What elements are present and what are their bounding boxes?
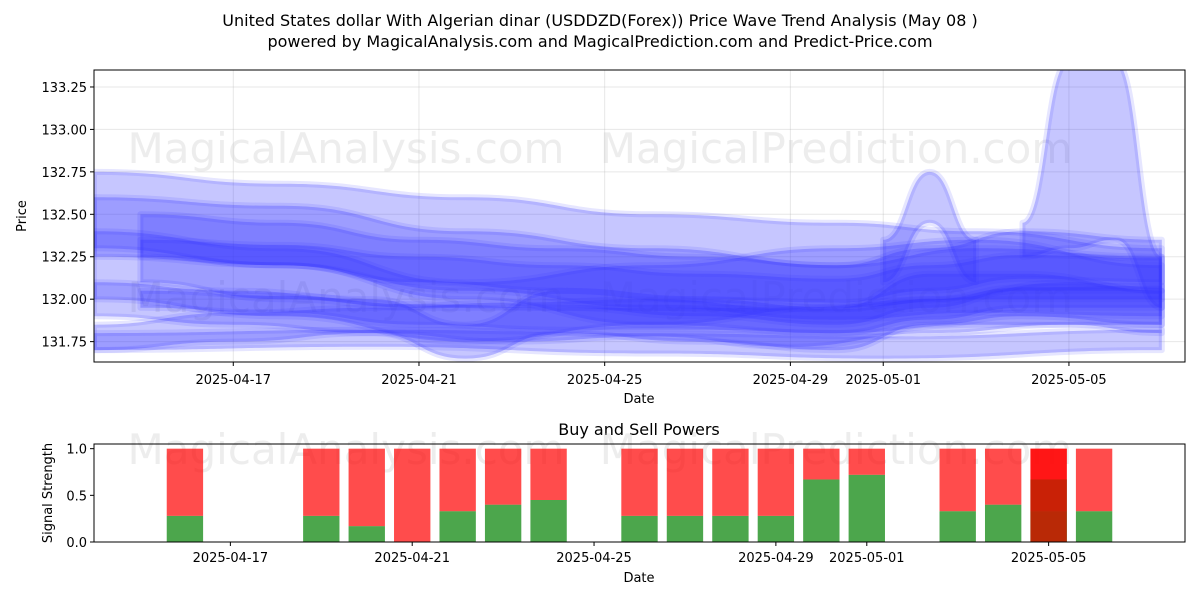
figure-title-line-1: United States dollar With Algerian dinar… xyxy=(222,11,977,30)
sell-bar xyxy=(939,448,976,512)
price-y-tick-label: 133.00 xyxy=(42,123,88,138)
buy-bar xyxy=(757,515,795,542)
buy-sell-y-axis-label: Signal Strength xyxy=(41,443,56,543)
price-x-ticks: 2025-04-17 2025-04-21 2025-04-25 2025-04-29… xyxy=(195,362,1107,388)
buy-bar xyxy=(303,515,340,542)
wave-band-7 xyxy=(137,236,1165,306)
watermark-prediction-mid: MagicalPrediction.com xyxy=(600,273,1073,322)
price-x-tick-label: 2025-04-17 xyxy=(195,373,271,388)
buy-bar xyxy=(1075,511,1113,542)
buy-bar xyxy=(803,479,840,542)
sell-bar xyxy=(803,448,840,480)
buy-bar xyxy=(166,515,204,542)
buy-sell-plot-frame xyxy=(93,443,1186,543)
buy-sell-x-tick-label: 2025-04-21 xyxy=(374,551,450,566)
watermark-analysis-mid: MagicalAnalysis.com xyxy=(128,273,565,322)
buy-sell-x-tick-label: 2025-05-05 xyxy=(1011,551,1087,566)
sell-bar xyxy=(757,448,795,516)
wave-band-3 xyxy=(94,279,1165,354)
buy-bar xyxy=(984,504,1022,542)
wave-band-6 xyxy=(137,211,1165,328)
buy-sell-x-tick-label: 2025-04-17 xyxy=(193,551,269,566)
sell-bar xyxy=(394,448,431,542)
buy-bar xyxy=(621,515,658,542)
watermark-analysis-top: MagicalAnalysis.com xyxy=(128,124,565,173)
price-x-tick-label: 2025-04-21 xyxy=(381,373,457,388)
price-y-tick-label: 132.00 xyxy=(42,293,88,308)
buy-sell-x-tick-label: 2025-05-01 xyxy=(829,551,905,566)
price-y-tick-label: 132.75 xyxy=(42,166,88,181)
sell-bar xyxy=(348,448,385,527)
sell-bar xyxy=(484,448,522,505)
wave-band-2 xyxy=(94,194,1165,337)
buy-sell-x-axis-label: Date xyxy=(623,571,654,586)
buy-bar xyxy=(712,515,749,542)
buy-sell-x-tick-label: 2025-04-29 xyxy=(738,551,814,566)
buy-sell-bars xyxy=(166,448,1113,542)
buy-sell-chart: Buy and Sell Powers MagicalAnalysis.com … xyxy=(41,420,1186,586)
price-y-tick-label: 132.50 xyxy=(42,208,88,223)
buy-sell-y-ticks: 0.0 0.5 1.0 xyxy=(66,443,94,551)
sell-bar xyxy=(1075,448,1113,512)
wave-band-1 xyxy=(94,168,1165,323)
buy-bar xyxy=(530,500,567,542)
price-y-tick-label: 131.75 xyxy=(42,336,88,351)
watermark-prediction-top: MagicalPrediction.com xyxy=(600,124,1073,173)
price-x-tick-label: 2025-05-05 xyxy=(1031,373,1107,388)
sell-bar xyxy=(530,448,567,500)
buy-bar xyxy=(848,474,885,542)
price-y-ticks: 131.75 132.00 132.25 132.50 132.75 133.00 133.… xyxy=(42,81,94,351)
price-x-tick-label: 2025-05-01 xyxy=(845,373,921,388)
price-y-axis-label: Price xyxy=(15,200,30,232)
wave-band-8 xyxy=(137,282,1165,337)
wave-bands xyxy=(94,70,1165,362)
price-x-axis-label: Date xyxy=(623,392,654,407)
sell-bar xyxy=(712,448,749,516)
wave-band-4 xyxy=(94,228,1165,345)
buy-sell-title: Buy and Sell Powers xyxy=(558,420,720,439)
sell-bar-overlay xyxy=(1030,448,1067,542)
price-x-tick-label: 2025-04-29 xyxy=(753,373,829,388)
wave-band-11 xyxy=(880,168,980,286)
buy-sell-x-ticks: 2025-04-17 2025-04-21 2025-04-25 2025-04-29… xyxy=(193,542,1087,566)
buy-sell-y-tick-label: 0.0 xyxy=(66,536,87,551)
sell-bar xyxy=(984,448,1022,505)
sell-bar xyxy=(666,448,704,516)
sell-bar xyxy=(848,448,885,475)
price-plot-frame xyxy=(93,69,1186,363)
sell-bar xyxy=(439,448,476,512)
price-x-tick-label: 2025-04-25 xyxy=(567,373,643,388)
wave-band-9 xyxy=(94,326,1165,362)
price-y-tick-label: 132.25 xyxy=(42,251,88,266)
figure-title-line-2: powered by MagicalAnalysis.com and Magic… xyxy=(267,32,932,51)
wave-band-5 xyxy=(94,270,1165,362)
buy-bar xyxy=(348,526,385,542)
buy-bar xyxy=(439,511,476,542)
wave-band-10 xyxy=(1019,70,1165,311)
price-chart: MagicalAnalysis.com MagicalPrediction.co… xyxy=(15,69,1186,407)
buy-sell-y-tick-label: 1.0 xyxy=(66,443,87,458)
buy-bar xyxy=(939,511,976,542)
price-y-tick-label: 133.25 xyxy=(42,81,88,96)
buy-bar xyxy=(484,504,522,542)
buy-sell-x-tick-label: 2025-04-25 xyxy=(556,551,632,566)
buy-sell-y-tick-label: 0.5 xyxy=(66,489,87,504)
price-grid xyxy=(94,70,1185,362)
sell-bar xyxy=(166,448,204,516)
buy-bar xyxy=(666,515,704,542)
sell-bar xyxy=(621,448,658,516)
sell-bar xyxy=(303,448,340,516)
